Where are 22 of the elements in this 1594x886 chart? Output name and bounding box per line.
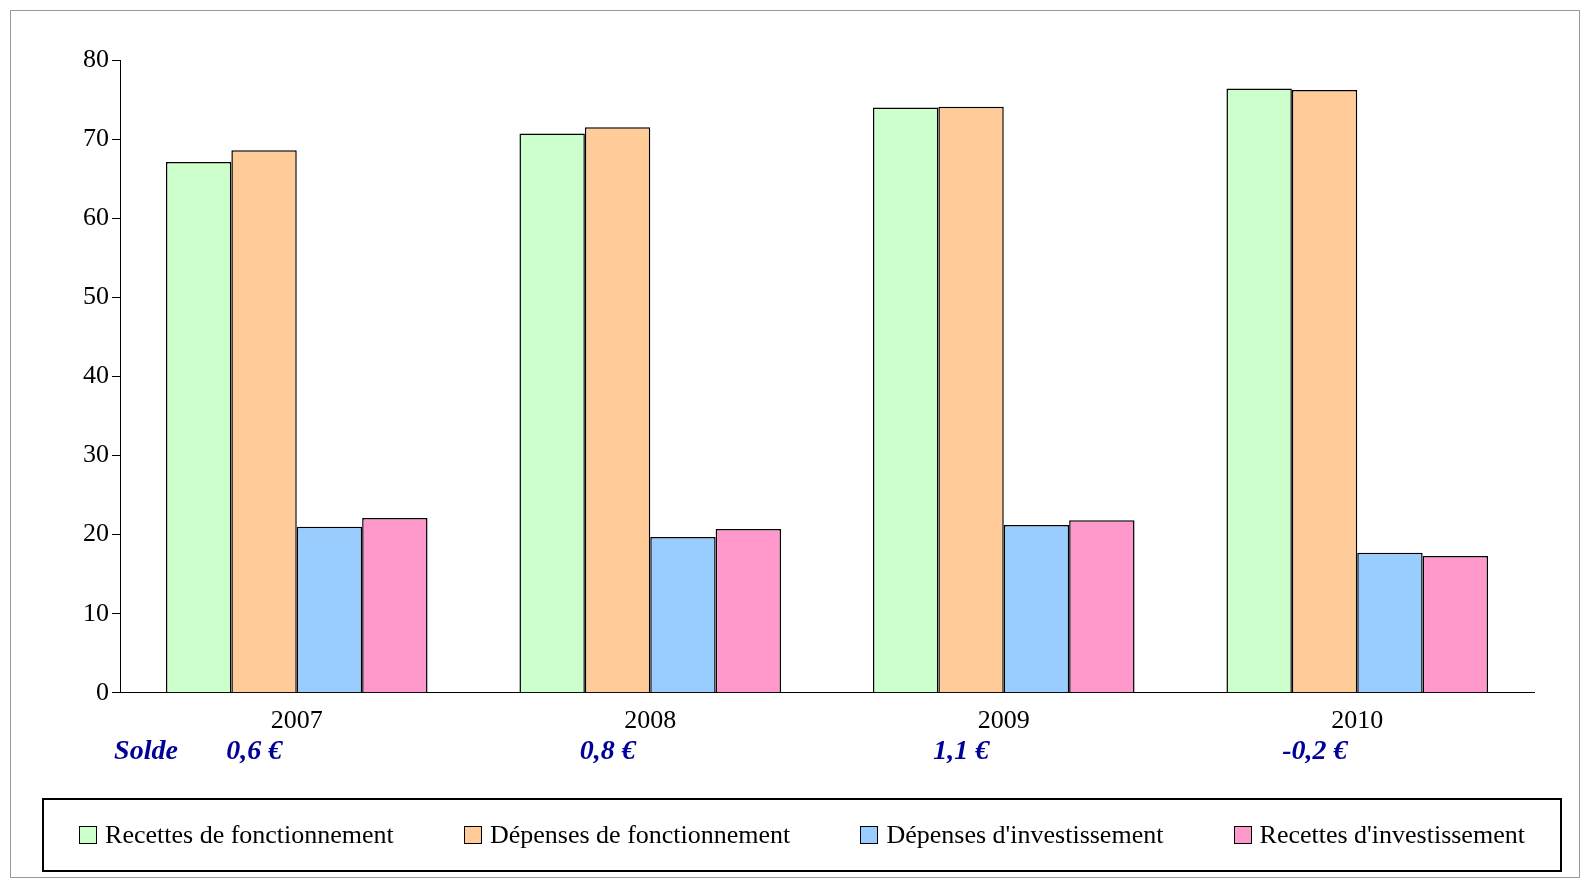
y-tick-label: 60	[83, 202, 109, 232]
x-tick-label: 2007	[270, 705, 323, 735]
legend-label: Dépenses d'investissement	[886, 820, 1164, 850]
y-tick-label: 80	[83, 43, 109, 73]
legend-label: Recettes de fonctionnement	[105, 820, 394, 850]
y-tick-label: 50	[83, 281, 109, 311]
y-tick-label: 40	[83, 360, 109, 390]
y-tick-label: 20	[83, 518, 109, 548]
legend-label: Dépenses de fonctionnement	[489, 820, 791, 850]
text: -0,2 €	[1282, 734, 1349, 766]
text: 0,6 €	[226, 734, 284, 766]
x-tick-label: 2008	[624, 705, 677, 735]
text: Solde	[114, 734, 178, 766]
x-tick-label: 2009	[977, 705, 1030, 735]
x-tick-label: 2010	[1331, 705, 1384, 735]
y-tick-label: 30	[83, 439, 109, 469]
y-tick-label: 0	[96, 676, 109, 706]
y-tick-label: 70	[83, 122, 109, 152]
legend-label: Recettes d'investissement	[1259, 820, 1525, 850]
text: 0,8 €	[579, 734, 637, 766]
y-tick-label: 10	[83, 597, 109, 627]
text: 1,1 €	[933, 734, 991, 766]
